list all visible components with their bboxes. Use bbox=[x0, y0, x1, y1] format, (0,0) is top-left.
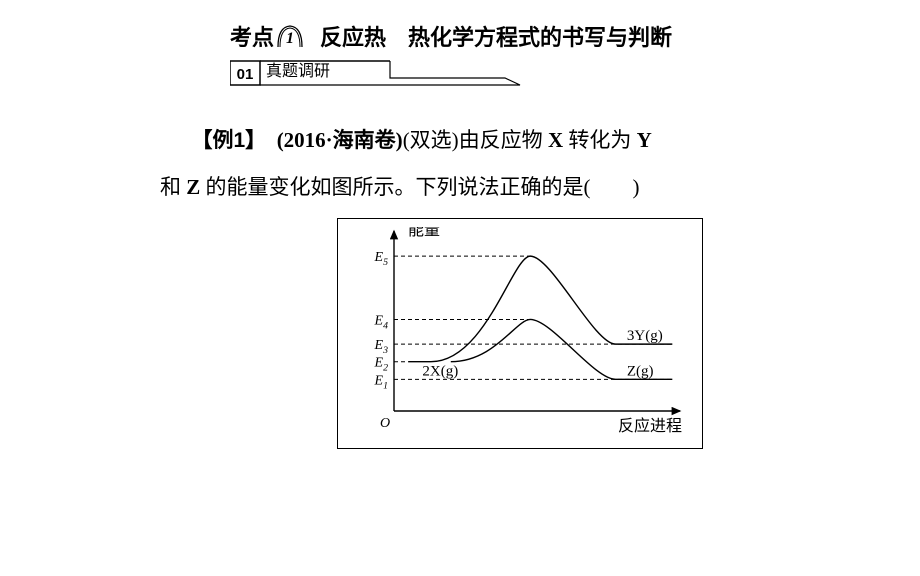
example-qualifier: (双选) bbox=[403, 128, 459, 152]
section-badge: 01 真题调研 bbox=[230, 58, 880, 95]
svg-text:能量: 能量 bbox=[408, 227, 440, 239]
svg-text:E3: E3 bbox=[374, 338, 389, 356]
svg-text:1: 1 bbox=[286, 30, 294, 47]
svg-text:Z(g): Z(g) bbox=[627, 364, 654, 380]
example-label: 【例1】 bbox=[202, 129, 256, 152]
svg-text:2X(g): 2X(g) bbox=[422, 364, 458, 380]
example-source: (2016·海南卷) bbox=[277, 128, 403, 152]
topic-title: 反应热 热化学方程式的书写与判断 bbox=[320, 20, 672, 52]
topic-number-badge: 1 bbox=[276, 23, 304, 49]
svg-text:E4: E4 bbox=[374, 314, 389, 332]
energy-chart-svg: 能量反应进程 O E1E2E3 E4 E5 3Y(g) Z(g) 2X(g) bbox=[348, 227, 688, 437]
topic-prefix: 考点 bbox=[230, 20, 274, 52]
svg-text:反应进程: 反应进程 bbox=[618, 416, 682, 435]
example-line-1: 【例1】 (2016·海南卷)(双选)由反应物 X 转化为 Y bbox=[160, 117, 880, 164]
example-text: 【例1】 (2016·海南卷)(双选)由反应物 X 转化为 Y 和 Z 的能量变… bbox=[160, 117, 880, 210]
svg-text:E2: E2 bbox=[374, 356, 389, 374]
svg-text:真题调研: 真题调研 bbox=[266, 62, 330, 80]
svg-text:O: O bbox=[380, 416, 390, 431]
topic-heading: 考点 1 反应热 热化学方程式的书写与判断 bbox=[230, 20, 880, 52]
svg-text:E1: E1 bbox=[374, 374, 388, 392]
svg-text:3Y(g): 3Y(g) bbox=[627, 328, 663, 344]
svg-text:E5: E5 bbox=[374, 250, 389, 268]
svg-text:01: 01 bbox=[237, 66, 254, 83]
example-line-2: 和 Z 的能量变化如图所示。下列说法正确的是( ) bbox=[160, 164, 880, 210]
energy-chart: 能量反应进程 O E1E2E3 E4 E5 3Y(g) Z(g) 2X(g) bbox=[337, 218, 703, 449]
